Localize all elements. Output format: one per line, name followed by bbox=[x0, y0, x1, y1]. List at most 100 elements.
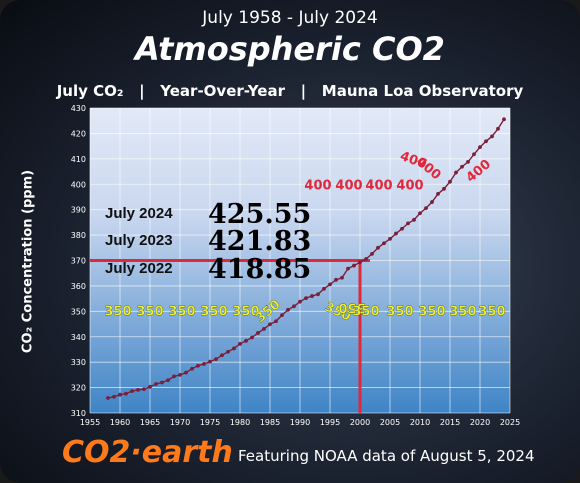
data-point bbox=[274, 319, 278, 324]
annotation-year-label: July 2023 bbox=[105, 232, 173, 249]
x-tick-label: 2000 bbox=[350, 418, 370, 427]
y-tick-label: 310 bbox=[71, 409, 86, 418]
label-350: 350 bbox=[232, 304, 259, 319]
data-point bbox=[190, 366, 194, 371]
data-point bbox=[142, 387, 146, 392]
data-point bbox=[430, 200, 434, 204]
data-point bbox=[484, 139, 488, 144]
data-point bbox=[376, 245, 380, 250]
label-350: 350 bbox=[478, 304, 505, 319]
data-point bbox=[226, 349, 230, 354]
data-point bbox=[310, 294, 314, 298]
y-tick-label: 330 bbox=[71, 358, 86, 367]
data-point bbox=[304, 296, 308, 301]
data-series bbox=[106, 117, 506, 400]
data-point bbox=[334, 277, 338, 282]
data-point bbox=[148, 384, 152, 389]
data-point bbox=[370, 251, 374, 256]
data-point bbox=[298, 299, 302, 304]
data-point bbox=[208, 359, 212, 364]
y-tick-label: 410 bbox=[71, 155, 86, 164]
y-tick-label: 390 bbox=[71, 206, 86, 215]
data-point bbox=[262, 326, 266, 331]
y-tick-label: 340 bbox=[71, 333, 86, 342]
data-point bbox=[124, 391, 128, 396]
label-400: 400 bbox=[335, 178, 362, 193]
label-350: 350 bbox=[449, 304, 476, 319]
y-tick-label: 420 bbox=[71, 129, 86, 138]
data-point bbox=[496, 126, 500, 131]
highlight-lines bbox=[90, 259, 370, 413]
x-tick-label: 2025 bbox=[500, 418, 520, 427]
y-axis-label: CO₂ Concentration (ppm) bbox=[20, 169, 36, 354]
y-tick-label: 350 bbox=[71, 307, 86, 316]
data-point bbox=[154, 382, 158, 386]
data-point bbox=[388, 236, 392, 241]
data-point bbox=[502, 117, 506, 122]
data-point bbox=[268, 322, 272, 327]
x-tick-label: 1975 bbox=[200, 418, 220, 427]
data-point bbox=[136, 387, 140, 392]
data-point bbox=[322, 286, 326, 291]
data-point bbox=[448, 179, 452, 184]
axis-ticks: 1955 1960 1965 1970 1975 1980 1985 1990 1995 2000… bbox=[71, 104, 520, 427]
y-tick-label: 400 bbox=[71, 180, 86, 189]
label-350: 350 bbox=[200, 304, 227, 319]
data-point bbox=[106, 396, 110, 400]
data-point bbox=[352, 263, 356, 268]
data-point bbox=[358, 260, 362, 265]
date-range: July 1958 - July 2024 bbox=[202, 8, 378, 28]
annotation-value: 418.85 bbox=[208, 254, 311, 285]
y-tick-label: 380 bbox=[71, 231, 86, 240]
annotation-value: 421.83 bbox=[208, 226, 311, 257]
data-point bbox=[424, 206, 428, 211]
data-point bbox=[166, 378, 170, 383]
y-tick-label: 320 bbox=[71, 384, 86, 393]
data-point bbox=[280, 313, 284, 318]
data-point bbox=[400, 226, 404, 231]
x-tick-label: 2020 bbox=[470, 418, 490, 427]
data-point bbox=[436, 192, 440, 196]
data-point bbox=[214, 357, 218, 362]
data-point bbox=[406, 221, 410, 226]
data-point bbox=[442, 186, 446, 191]
data-point bbox=[238, 341, 242, 346]
x-tick-label: 2005 bbox=[380, 418, 400, 427]
label-350: 350 bbox=[104, 304, 131, 319]
data-point bbox=[250, 335, 254, 340]
data-point bbox=[364, 257, 368, 261]
data-point bbox=[460, 164, 464, 169]
data-point bbox=[118, 392, 122, 397]
data-point bbox=[244, 338, 248, 343]
data-point bbox=[184, 370, 188, 375]
data-point bbox=[472, 152, 476, 157]
data-point bbox=[232, 346, 236, 351]
y-tick-label: 370 bbox=[71, 257, 86, 266]
data-point bbox=[490, 134, 494, 139]
annotation-value: 425.55 bbox=[208, 199, 311, 230]
data-point bbox=[328, 282, 332, 287]
data-point bbox=[394, 231, 398, 236]
x-tick-label: 1960 bbox=[110, 418, 130, 427]
x-tick-label: 2010 bbox=[410, 418, 430, 427]
y-tick-label: 430 bbox=[71, 104, 86, 113]
x-tick-label: 1970 bbox=[170, 418, 190, 427]
data-point bbox=[130, 389, 134, 394]
annotations: July 2024 425.55 July 2023 421.83 July 2022 4… bbox=[104, 149, 506, 326]
label-350: 350 bbox=[418, 304, 445, 319]
label-400: 400 bbox=[304, 178, 331, 193]
data-point bbox=[382, 241, 386, 246]
brand-logo: CO2·earth bbox=[62, 435, 233, 470]
label-400: 400 bbox=[396, 178, 423, 193]
x-tick-label: 2015 bbox=[440, 418, 460, 427]
data-point bbox=[346, 266, 350, 271]
data-point bbox=[202, 362, 206, 366]
x-tick-label: 1990 bbox=[290, 418, 310, 427]
label-350: 350 bbox=[338, 300, 365, 315]
label-350: 350 bbox=[352, 304, 379, 319]
y-tick-label: 360 bbox=[71, 282, 86, 291]
data-point bbox=[454, 170, 458, 175]
data-point bbox=[160, 380, 164, 385]
label-400: 400 bbox=[365, 178, 392, 193]
